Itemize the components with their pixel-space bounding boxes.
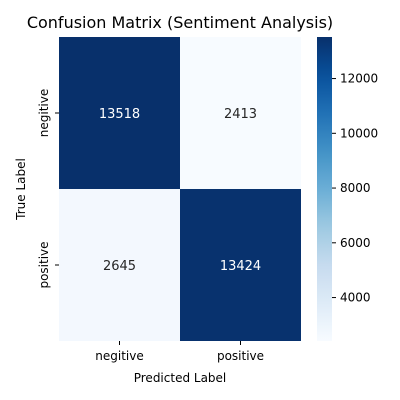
colorbar-ticks: 4000 6000 8000 10000 12000 [332,72,378,305]
y-axis-ticks: negitive positive [37,89,59,289]
heatmap-cell [59,37,180,189]
heatmap-cell [180,37,301,189]
heatmap-cells: 13518 2413 2645 13424 [59,37,301,341]
colorbar-tick-label: 12000 [340,72,378,86]
x-tick-label: positive [217,349,264,363]
chart-title: Confusion Matrix (Sentiment Analysis) [27,13,333,32]
cell-value-label: 13518 [99,107,140,122]
x-axis-ticks: negitive positive [95,341,264,363]
cell-value-label: 2645 [103,259,136,274]
y-tick-label: negitive [37,89,51,137]
colorbar-tick-label: 10000 [340,126,378,140]
colorbar [317,37,332,341]
cell-value-label: 13424 [220,259,261,274]
colorbar-tick-label: 4000 [340,291,371,305]
colorbar-tick-label: 6000 [340,236,371,250]
cell-value-label: 2413 [224,107,257,122]
y-tick-label: positive [37,241,51,288]
colorbar-tick-label: 8000 [340,181,371,195]
x-tick-label: negitive [95,349,143,363]
y-axis-label: True Label [14,158,28,221]
heatmap-cell [180,189,301,341]
x-axis-label: Predicted Label [134,371,227,385]
heatmap-cell [59,189,180,341]
